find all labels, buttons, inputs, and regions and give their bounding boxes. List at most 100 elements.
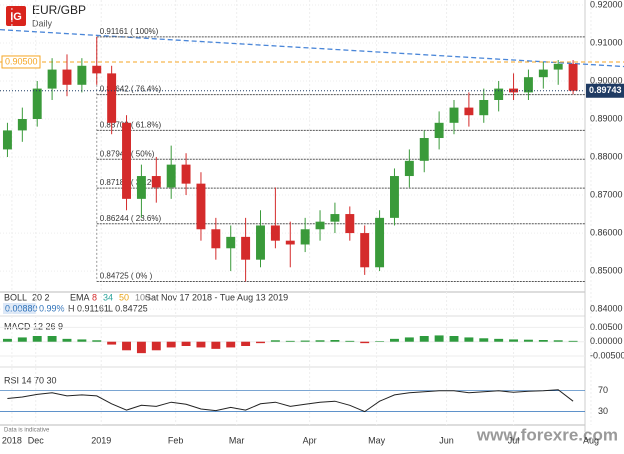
y-tick-label: 0.90000 [590,75,623,85]
candle-body [315,221,325,230]
rsi-title: RSI 14 70 30 [4,375,57,385]
candle-body [568,63,578,91]
macd-title: MACD 12 26 9 [4,321,63,331]
candle-body [211,229,221,249]
candle-body [360,233,370,268]
x-tick-label: Apr [303,435,317,445]
candle-body [256,225,265,260]
x-tick-label: 2019 [91,435,111,445]
macd-bar [553,340,563,342]
macd-bar [285,340,295,342]
x-tick-label: Mar [229,435,245,445]
candle-body [181,164,191,184]
macd-bar [136,341,146,354]
x-tick-label: Aug [583,435,599,445]
macd-bar [92,340,102,342]
candle-body [419,138,429,161]
macd-bar [181,341,191,346]
y-tick-label: 0.91000 [590,37,623,47]
macd-bar [47,336,57,342]
legend-boll: BOLL [4,292,27,302]
legend-ema-period: 50 [119,292,129,302]
candle-body [166,164,176,188]
candle-body [300,229,310,245]
macd-bar [538,340,548,342]
macd-bar [17,337,27,342]
candle-body [270,225,280,241]
legend: BOLL 20 2 EMA Sat Nov 17 2018 - Tue Aug … [3,292,288,314]
macd-tick-label: -0.00500 [590,350,624,360]
candle-body [330,214,340,222]
pair: EUR/GBP [32,3,86,17]
legend-ema-period: 34 [103,292,113,302]
watermark: www.forexre.com [476,425,618,444]
candle-body [107,73,117,123]
candle-body [494,88,504,100]
macd-bar [434,335,444,342]
candle-body [17,119,27,131]
candle-body [47,69,57,89]
candle-body [523,77,533,93]
candle-body [32,88,42,120]
fib-label: 0.84725 ( 0% ) [100,272,153,281]
macd-tick-label: 0.00500 [590,322,623,332]
x-tick-label: Jun [439,435,454,445]
trendline [0,29,624,68]
x-tick-label: Dec [28,435,45,445]
macd-bar [151,341,161,351]
macd-bar [122,341,131,351]
x-tick-label: 2018 [2,435,22,445]
macd-bar [330,340,340,342]
macd-bar [479,338,489,342]
candle-body [375,217,385,268]
interval: Daily [32,18,53,28]
candle-body [434,122,444,139]
candle-body [345,214,355,234]
macd-bar [196,341,206,348]
y-tick-label: 0.92000 [590,0,623,9]
legend-change: 0.00880 [5,303,38,313]
x-tick-label: Jul [508,435,520,445]
candle-body [404,160,414,177]
macd-bar [375,341,385,342]
fib-label: 0.89642 ( 76.4%) [100,85,162,94]
y-tick-label: 0.87000 [590,189,623,199]
candle-body [390,176,399,218]
macd-bar [256,341,265,344]
macd-bar [494,338,504,342]
macd-bar [404,337,414,342]
macd-bar [509,339,519,342]
fib-label: 0.86244 ( 23.6%) [100,214,162,223]
legend-high: H 0.91161 [68,303,109,313]
last-price-label: 0.89743 [589,85,622,95]
y-tick-label: 0.85000 [590,265,623,275]
y-tick-label: 0.88000 [590,151,623,161]
candle-body [122,122,131,199]
legend-boll-params: 20 2 [32,292,50,302]
x-tick-label: Feb [168,435,184,445]
legend-low: L 0.84725 [108,303,148,313]
macd-bar [166,341,176,348]
macd-bar [419,336,429,342]
last-price-box [586,83,624,98]
reference-label: 0.90500 [5,56,38,66]
candle-body [226,236,236,249]
y-tick-label: 0.84000 [590,303,623,313]
macd-bar [449,336,459,342]
macd-bar [300,340,310,342]
y-tick-label: 0.86000 [590,227,623,237]
reference-label-box [1,55,41,69]
candle-body [285,240,295,245]
macd-bar [270,340,280,342]
note: Data is indicative [4,428,50,434]
candle-body [151,176,161,188]
candle-body [2,130,12,150]
rsi-tick-label: 70 [598,385,608,395]
macd-bar [523,339,533,342]
logo-box [6,6,26,26]
legend-ema-period: 8 [92,292,97,302]
change-box [3,303,36,314]
macd-bar [211,341,221,349]
candle-body [538,69,548,78]
macd-bar [62,338,72,342]
